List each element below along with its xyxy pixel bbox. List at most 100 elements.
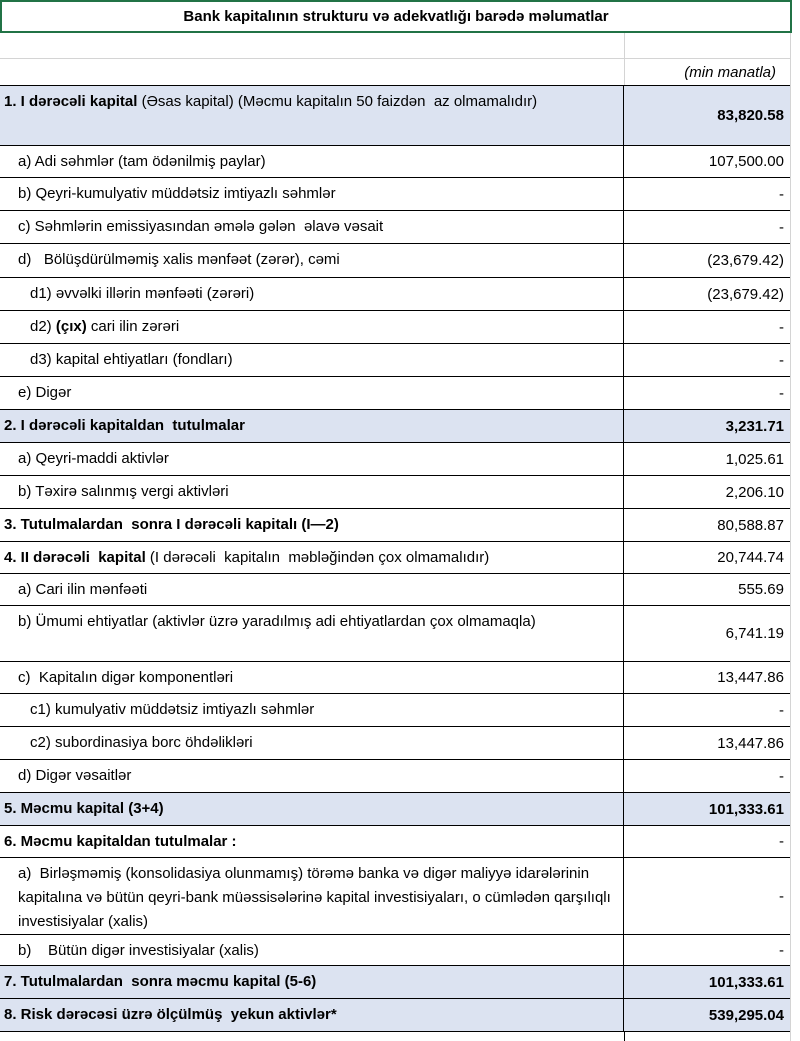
table-row: b) Qeyri-kumulyativ müddətsiz imtiyazlı … bbox=[0, 178, 790, 211]
row-label[interactable]: 4. II dərəcəli kapital (I dərəcəli kapit… bbox=[0, 542, 624, 573]
sheet-title[interactable]: Bank kapitalının strukturu və adekvatlığ… bbox=[0, 0, 792, 33]
label-text: a) Cari ilin mənfəəti bbox=[18, 581, 148, 598]
label-text: 7. Tutulmalardan sonra məcmu kapital (5-… bbox=[4, 973, 317, 990]
row-label[interactable]: 6. Məcmu kapitaldan tutulmalar : bbox=[0, 826, 624, 857]
row-label[interactable]: b) Təxirə salınmış vergi aktivləri bbox=[0, 476, 624, 508]
table-border bbox=[624, 1032, 625, 1041]
row-value[interactable]: (23,679.42) bbox=[707, 285, 784, 303]
label-text: a) Qeyri-maddi aktivlər bbox=[18, 450, 169, 467]
row-value[interactable]: 83,820.58 bbox=[717, 107, 784, 124]
row-value[interactable]: 539,295.04 bbox=[708, 1006, 784, 1024]
row-label[interactable]: 5. Məcmu kapital (3+4) bbox=[0, 793, 624, 825]
row-value[interactable]: 13,447.86 bbox=[717, 734, 784, 752]
row-value[interactable]: 20,744.74 bbox=[717, 549, 784, 566]
row-value[interactable]: 3,231.71 bbox=[725, 417, 784, 435]
row-label[interactable]: d) Digər vəsaitlər bbox=[0, 760, 624, 792]
row-label[interactable]: a) Adi səhmlər (tam ödənilmiş paylar) bbox=[0, 146, 624, 177]
row-label[interactable]: a) Birləşməmiş (konsolidasiya olunmamış)… bbox=[0, 858, 624, 934]
label-text: (I dərəcəli kapitalın məbləğindən çox ol… bbox=[145, 549, 490, 566]
table-row: 8. Risk dərəcəsi üzrə ölçülmüş yekun akt… bbox=[0, 999, 790, 1032]
unit-label: (min manatla) bbox=[684, 63, 776, 81]
grid-line bbox=[624, 33, 625, 86]
row-value[interactable]: 101,333.61 bbox=[708, 973, 784, 991]
row-label[interactable]: 3. Tutulmalardan sonra I dərəcəli kapita… bbox=[0, 509, 624, 541]
row-value[interactable]: - bbox=[779, 833, 784, 850]
row-label[interactable]: a) Cari ilin mənfəəti bbox=[0, 574, 624, 605]
row-value[interactable]: - bbox=[779, 701, 784, 719]
row-value[interactable]: - bbox=[779, 351, 784, 369]
table-row: c1) kumulyativ müddətsiz imtiyazlı səhml… bbox=[0, 694, 790, 727]
label-text: e) Digər bbox=[18, 384, 72, 401]
row-label[interactable]: d) Bölüşdürülməmiş xalis mənfəət (zərər)… bbox=[0, 244, 624, 277]
row-value[interactable]: 101,333.61 bbox=[708, 800, 784, 818]
table-row: 2. I dərəcəli kapitaldan tutulmalar 3,231… bbox=[0, 410, 790, 443]
label-text: b) Ümumi ehtiyatlar (aktivlər üzrə yarad… bbox=[18, 613, 536, 630]
table-row: d3) kapital ehtiyatları (fondları) - bbox=[0, 344, 790, 377]
label-text: c2) subordinasiya borc öhdəlikləri bbox=[30, 734, 253, 751]
label-text: 6. Məcmu kapitaldan tutulmalar : bbox=[4, 833, 237, 850]
row-value[interactable]: - bbox=[779, 941, 784, 959]
row-label[interactable]: b) Ümumi ehtiyatlar (aktivlər üzrə yarad… bbox=[0, 606, 624, 661]
table-row: d1) əvvəlki illərin mənfəəti (zərəri) (23… bbox=[0, 278, 790, 311]
row-value[interactable]: - bbox=[779, 384, 784, 402]
row-value[interactable]: (23,679.42) bbox=[707, 252, 784, 269]
row-value[interactable]: 13,447.86 bbox=[717, 669, 784, 686]
row-label[interactable]: d1) əvvəlki illərin mənfəəti (zərəri) bbox=[0, 278, 624, 310]
label-text: d3) kapital ehtiyatları (fondları) bbox=[30, 351, 233, 368]
label-text: 5. Məcmu kapital (3+4) bbox=[4, 800, 164, 817]
label-text: c) Kapitalın digər komponentləri bbox=[18, 669, 234, 686]
row-value[interactable]: 2,206.10 bbox=[725, 483, 784, 501]
label-text: 2. I dərəcəli kapitaldan tutulmalar bbox=[4, 417, 245, 434]
row-label[interactable]: c2) subordinasiya borc öhdəlikləri bbox=[0, 727, 624, 759]
table-row: d2) (çıx) cari ilin zərəri - bbox=[0, 311, 790, 344]
table-row: b) Ümumi ehtiyatlar (aktivlər üzrə yarad… bbox=[0, 606, 790, 662]
grid-line bbox=[790, 33, 791, 1041]
row-label[interactable]: e) Digər bbox=[0, 377, 624, 409]
label-text: a) Birləşməmiş (konsolidasiya olunmamış)… bbox=[18, 865, 615, 930]
label-text: a) Adi səhmlər (tam ödənilmiş paylar) bbox=[18, 153, 266, 170]
row-value[interactable]: - bbox=[779, 185, 784, 203]
label-text: b) Bütün digər investisiyalar (xalis) bbox=[18, 942, 259, 959]
row-label[interactable]: 7. Tutulmalardan sonra məcmu kapital (5-… bbox=[0, 966, 624, 998]
label-text: c1) kumulyativ müddətsiz imtiyazlı səhml… bbox=[30, 701, 315, 718]
table-row: 1. I dərəcəli kapital (Əsas kapital) (Mə… bbox=[0, 86, 790, 146]
table-border bbox=[0, 85, 790, 86]
label-text: b) Qeyri-kumulyativ müddətsiz imtiyazlı … bbox=[18, 185, 336, 202]
row-label[interactable]: b) Qeyri-kumulyativ müddətsiz imtiyazlı … bbox=[0, 178, 624, 210]
row-label[interactable]: b) Bütün digər investisiyalar (xalis) bbox=[0, 935, 624, 965]
label-text: 4. II dərəcəli kapital bbox=[4, 549, 146, 566]
row-value[interactable]: 555.69 bbox=[738, 581, 784, 598]
row-value[interactable]: 6,741.19 bbox=[725, 625, 784, 642]
table-row: a) Cari ilin mənfəəti 555.69 bbox=[0, 574, 790, 606]
row-value[interactable]: 107,500.00 bbox=[708, 153, 784, 170]
table-row: 4. II dərəcəli kapital (I dərəcəli kapit… bbox=[0, 542, 790, 574]
row-label[interactable]: a) Qeyri-maddi aktivlər bbox=[0, 443, 624, 475]
table-row: c) Kapitalın digər komponentləri 13,447.8… bbox=[0, 662, 790, 694]
table-row: a) Adi səhmlər (tam ödənilmiş paylar) 107… bbox=[0, 146, 790, 178]
row-label[interactable]: d3) kapital ehtiyatları (fondları) bbox=[0, 344, 624, 376]
row-label[interactable]: 2. I dərəcəli kapitaldan tutulmalar bbox=[0, 410, 624, 442]
row-value[interactable]: - bbox=[779, 767, 784, 785]
row-label[interactable]: 1. I dərəcəli kapital (Əsas kapital) (Mə… bbox=[0, 86, 624, 145]
row-value[interactable]: - bbox=[779, 318, 784, 336]
table-row: 3. Tutulmalardan sonra I dərəcəli kapita… bbox=[0, 509, 790, 542]
row-label[interactable]: d2) (çıx) cari ilin zərəri bbox=[0, 311, 624, 343]
label-text: c) Səhmlərin emissiyasından əmələ gələn … bbox=[18, 218, 384, 235]
label-text: d1) əvvəlki illərin mənfəəti (zərəri) bbox=[30, 285, 255, 302]
row-label[interactable]: c) Səhmlərin emissiyasından əmələ gələn … bbox=[0, 211, 624, 243]
label-text: 8. Risk dərəcəsi üzrə ölçülmüş yekun akt… bbox=[4, 1006, 337, 1023]
table-row: a) Birləşməmiş (konsolidasiya olunmamış)… bbox=[0, 858, 790, 935]
row-label[interactable]: 8. Risk dərəcəsi üzrə ölçülmüş yekun akt… bbox=[0, 999, 624, 1031]
label-text: b) Təxirə salınmış vergi aktivləri bbox=[18, 483, 229, 500]
row-value[interactable]: 1,025.61 bbox=[725, 450, 784, 468]
label-text: (çıx) bbox=[55, 318, 87, 335]
table-row: c2) subordinasiya borc öhdəlikləri 13,447… bbox=[0, 727, 790, 760]
label-text: d2) bbox=[30, 318, 56, 335]
row-value[interactable]: 80,588.87 bbox=[717, 516, 784, 534]
row-value[interactable]: - bbox=[779, 218, 784, 236]
row-label[interactable]: c) Kapitalın digər komponentləri bbox=[0, 662, 624, 693]
row-value[interactable]: - bbox=[779, 887, 784, 905]
label-text: 3. Tutulmalardan sonra I dərəcəli kapita… bbox=[4, 516, 339, 533]
row-label[interactable]: c1) kumulyativ müddətsiz imtiyazlı səhml… bbox=[0, 694, 624, 726]
